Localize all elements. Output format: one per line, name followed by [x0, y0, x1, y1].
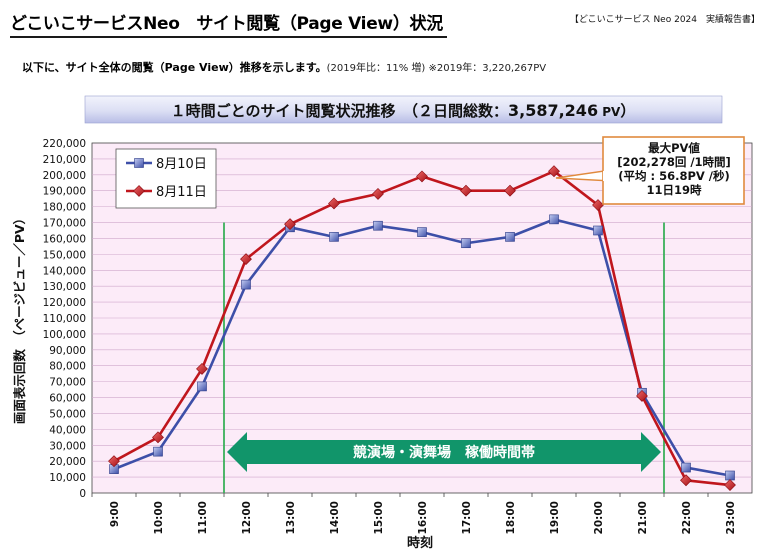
- x-tick-label: 21:00: [637, 501, 649, 534]
- y-tick-label: 190,000: [43, 186, 86, 198]
- y-tick-label: 40,000: [49, 424, 86, 436]
- x-tick-label: 10:00: [153, 501, 165, 534]
- data-point-aug10: [681, 462, 691, 473]
- data-point-aug11: [328, 197, 340, 210]
- y-tick-label: 210,000: [43, 154, 86, 166]
- y-tick-label: 30,000: [49, 440, 86, 452]
- x-tick-label: 15:00: [373, 501, 385, 534]
- x-tick-label: 16:00: [417, 501, 429, 534]
- chart-title-bar: [84, 95, 723, 124]
- legend-label-aug10: 8月10日: [156, 157, 207, 172]
- callout-line-1: 最大PV値: [648, 141, 700, 155]
- data-point-aug10: [593, 225, 603, 236]
- data-point-aug10: [417, 227, 427, 237]
- y-tick-label: 90,000: [49, 345, 86, 357]
- report-label: 【どこいこサービス Neo 2024 実績報告書】: [569, 15, 760, 25]
- y-axis-title: 画面表示回数 （ページビュー／PV）: [12, 212, 27, 424]
- y-tick-label: 120,000: [43, 297, 86, 309]
- y-tick-label: 70,000: [49, 377, 86, 389]
- page-title: どこいこサービスNeo サイト閲覧（Page View）状況: [10, 9, 447, 38]
- x-tick-label: 22:00: [681, 501, 693, 534]
- x-tick-label: 20:00: [593, 501, 605, 534]
- data-point-aug11: [196, 362, 208, 375]
- intro-lead: 以下に、サイト全体の閲覧（Page View）推移を示します。: [22, 61, 327, 74]
- data-point-aug10: [241, 279, 251, 290]
- data-point-aug11: [416, 170, 428, 183]
- callout-line-3: (平均 : 56.8PV /秒): [618, 169, 730, 183]
- data-point-aug10: [549, 214, 559, 225]
- data-point-aug10: [725, 470, 735, 481]
- y-tick-label: 110,000: [43, 313, 86, 325]
- data-point-aug10: [505, 232, 515, 242]
- callout-line-2: [202,278回 /1時間]: [617, 155, 731, 169]
- operating-band-label: 競演場・演舞場 稼働時間帯: [353, 444, 535, 461]
- legend-label-aug11: 8月11日: [156, 185, 207, 200]
- data-point-aug11: [108, 455, 120, 468]
- y-tick-label: 130,000: [43, 281, 86, 293]
- series-layer: [108, 165, 736, 491]
- x-tick-label: 12:00: [241, 501, 253, 534]
- data-point-aug10: [329, 232, 339, 242]
- chart-title-unit: PV: [602, 105, 621, 119]
- y-tick-label: 170,000: [43, 218, 86, 230]
- max-pv-callout: [602, 136, 745, 205]
- y-tick-label: 220,000: [43, 138, 86, 150]
- data-point-aug10: [373, 220, 383, 231]
- x-tick-label: 23:00: [725, 501, 737, 534]
- x-tick-label: 18:00: [505, 501, 517, 534]
- intro-text: 以下に、サイト全体の閲覧（Page View）推移を示します。(2019年比：1…: [22, 59, 546, 75]
- x-tick-label: 11:00: [197, 501, 209, 534]
- x-tick-labels: 9:00 10:00 11:00 12:00 13:00 14:00 15:00 16:00 1…: [91, 493, 737, 534]
- y-tick-label: 10,000: [49, 472, 86, 484]
- data-point-aug11: [724, 479, 736, 491]
- x-tick-label: 13:00: [285, 501, 297, 534]
- data-point-aug11: [680, 474, 692, 487]
- data-point-aug11: [592, 199, 604, 211]
- x-axis-title: 時刻: [407, 535, 433, 551]
- data-point-aug11: [460, 184, 472, 197]
- y-tick-labels: 0 10,000 20,000 30,000 40,000 50,000 60,000 70,…: [43, 138, 86, 500]
- y-tick-label: 100,000: [43, 329, 86, 341]
- x-tick-label: 14:00: [329, 501, 341, 534]
- data-point-aug10: [461, 238, 471, 249]
- y-tick-label: 0: [79, 488, 86, 500]
- intro-note: (2019年比：11% 増) ※2019年：3,220,267PV: [326, 63, 547, 74]
- data-point-aug11: [504, 184, 516, 197]
- y-tick-label: 60,000: [49, 393, 86, 405]
- y-tick-label: 20,000: [49, 456, 86, 468]
- y-tick-label: 80,000: [49, 361, 86, 373]
- legend-marker-aug10: [134, 158, 144, 168]
- y-tick-label: 50,000: [49, 408, 86, 420]
- x-tick-label: 19:00: [549, 501, 561, 534]
- data-point-aug11: [152, 431, 164, 444]
- legend-marker-aug11: [133, 185, 145, 197]
- data-point-aug10: [197, 381, 207, 392]
- data-point-aug11: [284, 218, 296, 231]
- data-point-aug10: [153, 446, 163, 457]
- data-point-aug11: [372, 187, 384, 200]
- y-tick-label: 160,000: [43, 233, 86, 245]
- chart-title: １時間ごとのサイト閲覧状況推移 （２日間総数：3,587,246 PV）: [171, 101, 636, 120]
- x-tick-label: 17:00: [461, 501, 473, 534]
- data-point-aug11: [548, 165, 560, 178]
- data-point-aug11: [636, 390, 648, 402]
- y-tick-label: 180,000: [43, 202, 86, 214]
- y-tick-label: 140,000: [43, 265, 86, 277]
- callout-line-4: 11日19時: [646, 183, 702, 197]
- data-point-aug11: [240, 253, 252, 266]
- chart-title-total: 3,587,246: [508, 101, 598, 120]
- operating-band-arrow: [227, 432, 661, 472]
- legend: 8月10日 8月11日: [115, 148, 217, 209]
- y-tick-label: 200,000: [43, 170, 86, 182]
- x-tick-label: 9:00: [109, 501, 121, 527]
- y-tick-label: 150,000: [43, 249, 86, 261]
